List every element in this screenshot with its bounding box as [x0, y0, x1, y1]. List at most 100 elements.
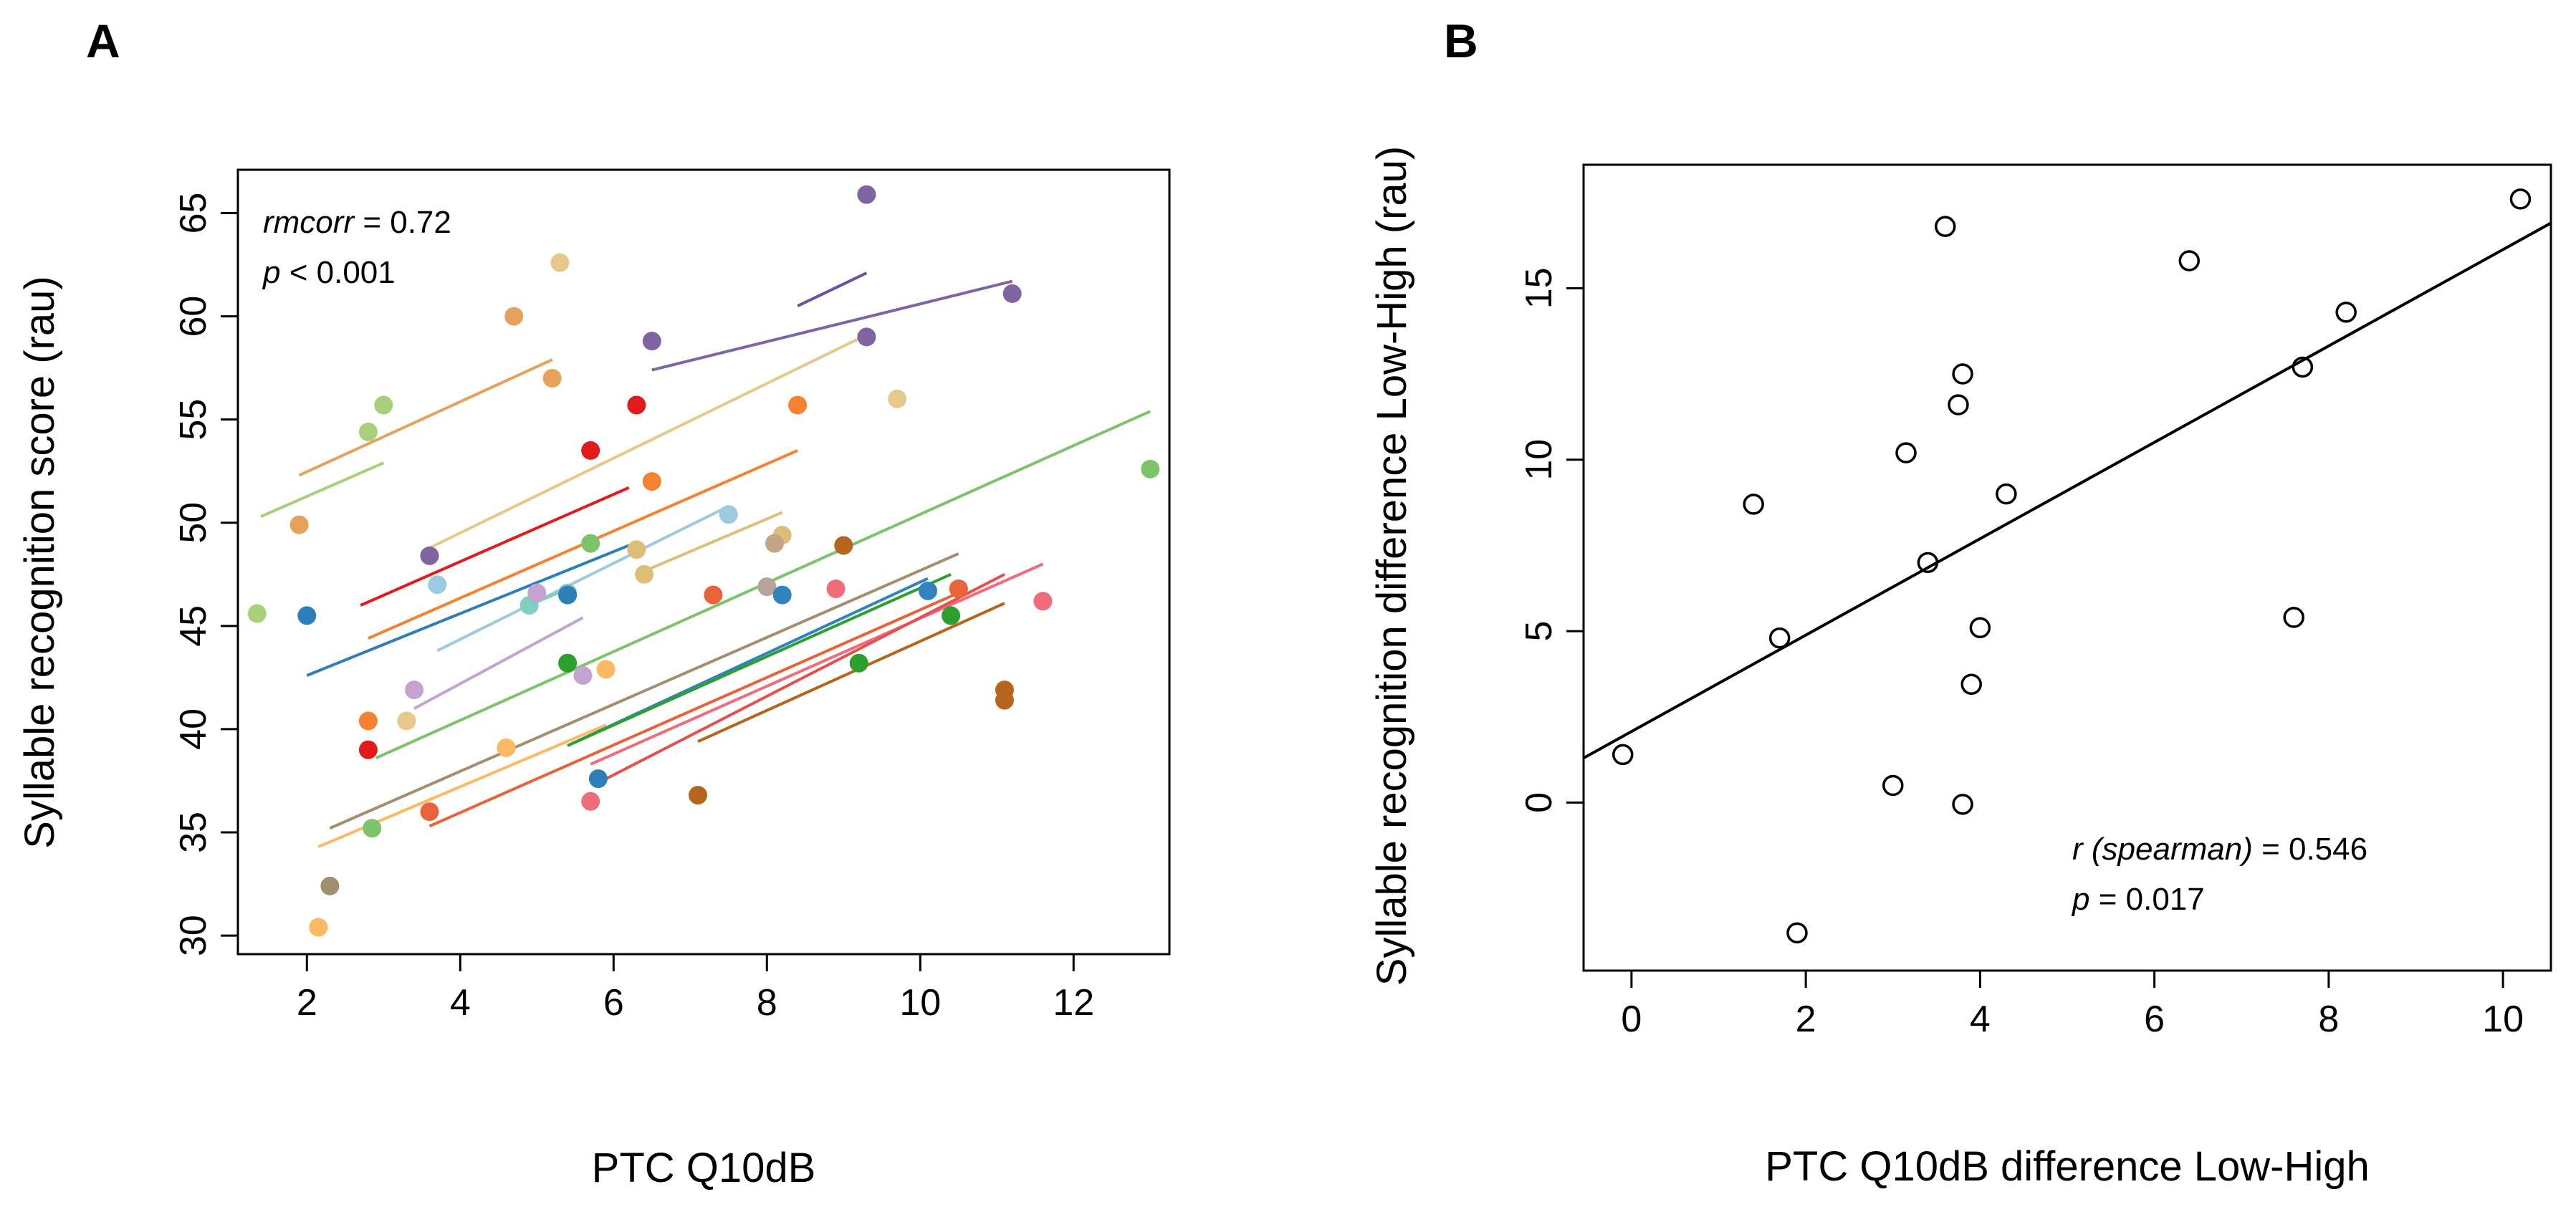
data-point: [857, 327, 876, 347]
panel-b-x-tick-label: 6: [2144, 999, 2165, 1040]
fit-line: [797, 271, 868, 307]
data-point: [942, 606, 961, 625]
panel-a-annotation-stat: rmcorr = 0.72: [263, 205, 451, 240]
panel-b-xlabel: PTC Q10dB difference Low-High: [1765, 1143, 2370, 1190]
panel-b-x-tick-label: 4: [1970, 999, 1991, 1040]
data-point: [363, 819, 382, 838]
panel-a-y-tick-label: 65: [173, 193, 214, 234]
data-point: [309, 918, 328, 937]
data-point: [297, 606, 317, 625]
panel-a-y-tick-label: 55: [173, 399, 214, 441]
panel-a-points: [247, 185, 1160, 937]
data-point: [1917, 552, 1939, 574]
data-point: [504, 307, 524, 326]
panel-b-y-tick-label: 5: [1518, 621, 1560, 642]
data-point: [949, 579, 968, 598]
panel-b: B 0 2 4 6 8 10 0 5 10 15 PTC Q10dB difference Lo…: [1369, 14, 2552, 1190]
data-point: [2292, 356, 2314, 378]
data-point: [374, 395, 393, 415]
data-point: [1960, 673, 1982, 696]
data-point: [757, 577, 777, 597]
data-point: [581, 441, 600, 460]
data-point: [2178, 250, 2201, 271]
data-point: [558, 653, 578, 673]
fit-line: [260, 461, 385, 518]
data-point: [995, 681, 1014, 700]
data-point: [397, 711, 416, 731]
data-point: [527, 583, 547, 602]
fit-line: [317, 723, 607, 848]
panel-a-ylabel: Syllable recognition score (rau): [16, 276, 63, 848]
fit-line: [636, 511, 783, 576]
panel-a-y-tick-label: 50: [173, 502, 214, 544]
data-point: [1612, 744, 1634, 766]
data-point: [1934, 216, 1956, 237]
data-point: [320, 876, 340, 895]
data-point: [888, 389, 907, 408]
panel-a-stat-value: = 0.72: [354, 205, 451, 240]
panel-b-x-axis: 0 2 4 6 8 10: [1621, 971, 2524, 1040]
panel-b-annotation-stat: r (spearman) = 0.546: [2072, 832, 2367, 867]
data-point: [1002, 284, 1022, 303]
fit-line: [590, 562, 1044, 766]
data-point: [581, 534, 600, 553]
data-point: [826, 579, 846, 598]
regression-line: [1583, 221, 2552, 759]
fit-line: [298, 358, 553, 477]
panel-a-y-tick-label: 35: [173, 812, 214, 853]
data-point: [1895, 442, 1917, 463]
panel-b-fit-line: [1583, 221, 2552, 759]
panel-b-y-tick-label: 10: [1518, 439, 1560, 481]
data-point: [1952, 794, 1973, 815]
data-point: [420, 546, 439, 565]
data-point: [2335, 302, 2357, 323]
data-point: [1786, 922, 1808, 944]
data-point: [635, 564, 654, 584]
panel-b-points: [1612, 188, 2532, 944]
panel-a-y-tick-label: 60: [173, 296, 214, 337]
panel-a-x-tick-label: 8: [757, 982, 777, 1024]
data-point: [642, 332, 661, 351]
panel-b-plot-frame: [1582, 163, 2552, 972]
data-point: [719, 505, 738, 524]
data-point: [558, 585, 578, 605]
panel-b-y-tick-label: 15: [1518, 267, 1560, 309]
fit-line: [421, 333, 868, 553]
panel-a-y-tick-label: 40: [173, 708, 214, 750]
data-point: [1141, 459, 1160, 479]
panel-b-y-axis: 0 5 10 15: [1518, 267, 1584, 813]
panel-a-fit-lines: [260, 271, 1151, 848]
data-point: [627, 540, 646, 559]
panel-a-x-tick-label: 4: [450, 982, 471, 1024]
data-point: [420, 802, 439, 822]
data-point: [588, 769, 608, 789]
data-point: [772, 585, 792, 605]
panel-a-x-tick-label: 10: [899, 982, 941, 1024]
data-point: [1969, 617, 1991, 639]
panel-a-stat-name: rmcorr: [263, 205, 355, 240]
panel-a-x-axis: 2 4 6 8 10 12: [297, 954, 1094, 1024]
data-point: [834, 536, 853, 555]
panel-a-annotation-p: p < 0.001: [262, 255, 396, 290]
data-point: [2509, 188, 2532, 210]
panel-a-p-name: p: [262, 255, 280, 290]
data-point: [1743, 494, 1764, 515]
data-point: [247, 604, 267, 623]
fit-line: [436, 504, 729, 653]
fit-line: [428, 591, 959, 828]
panel-b-p-value: = 0.017: [2089, 882, 2204, 917]
data-point: [788, 395, 808, 415]
panel-b-label: B: [1444, 14, 1478, 67]
panel-b-x-tick-label: 8: [2318, 999, 2339, 1040]
data-point: [1882, 774, 1904, 797]
data-point: [849, 653, 868, 673]
data-point: [542, 369, 562, 388]
data-point: [1033, 592, 1053, 611]
fit-line: [567, 572, 952, 747]
panel-a-y-tick-label: 30: [173, 915, 214, 956]
data-point: [1768, 627, 1791, 649]
data-point: [497, 738, 516, 757]
panel-b-x-tick-label: 10: [2482, 999, 2524, 1040]
data-point: [596, 660, 616, 679]
